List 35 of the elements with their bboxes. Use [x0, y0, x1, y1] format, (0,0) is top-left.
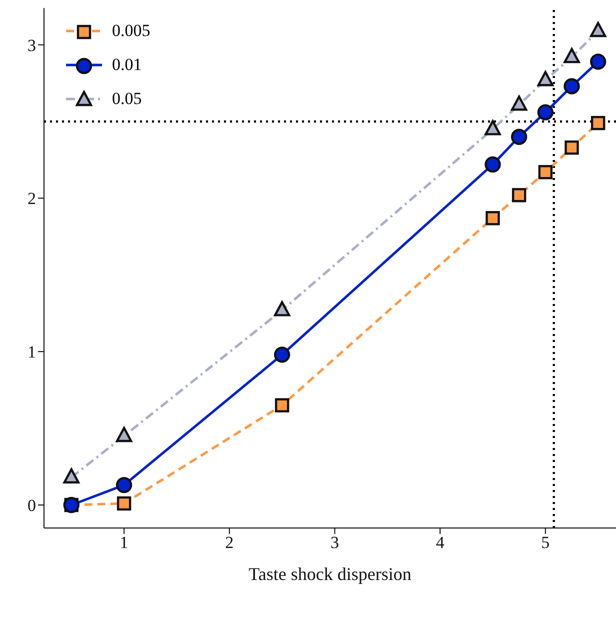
y-tick-label: 2 [28, 189, 36, 208]
y-tick-label: 0 [28, 496, 36, 516]
point [537, 70, 554, 86]
x-tick-label: 2 [225, 533, 234, 552]
point [512, 188, 526, 202]
point [274, 301, 290, 316]
y-tick-label: 3 [28, 36, 36, 55]
point [116, 496, 132, 511]
point [63, 468, 80, 484]
point [564, 140, 579, 155]
point [564, 48, 580, 64]
legend-label: 0.005 [112, 21, 150, 41]
point [564, 78, 580, 94]
point [510, 96, 528, 111]
point [590, 116, 606, 130]
point [537, 104, 554, 120]
point [274, 346, 290, 363]
point [590, 54, 606, 70]
point [590, 22, 606, 38]
point [116, 476, 132, 494]
point [484, 156, 501, 173]
x-tick-label: 3 [330, 533, 339, 552]
point [116, 426, 132, 442]
x-tick-label: 1 [120, 533, 128, 552]
point [484, 120, 501, 136]
x-axis-title: Taste shock dispersion [248, 564, 412, 584]
point [538, 165, 553, 180]
y-tick-label: 1 [28, 342, 36, 362]
x-tick-label: 5 [541, 533, 550, 552]
point [510, 128, 528, 145]
point [274, 398, 290, 412]
legend-label: 0.01 [112, 55, 142, 75]
point [486, 211, 500, 226]
legend-label: 0.05 [112, 89, 142, 109]
x-tick-label: 4 [436, 533, 445, 552]
